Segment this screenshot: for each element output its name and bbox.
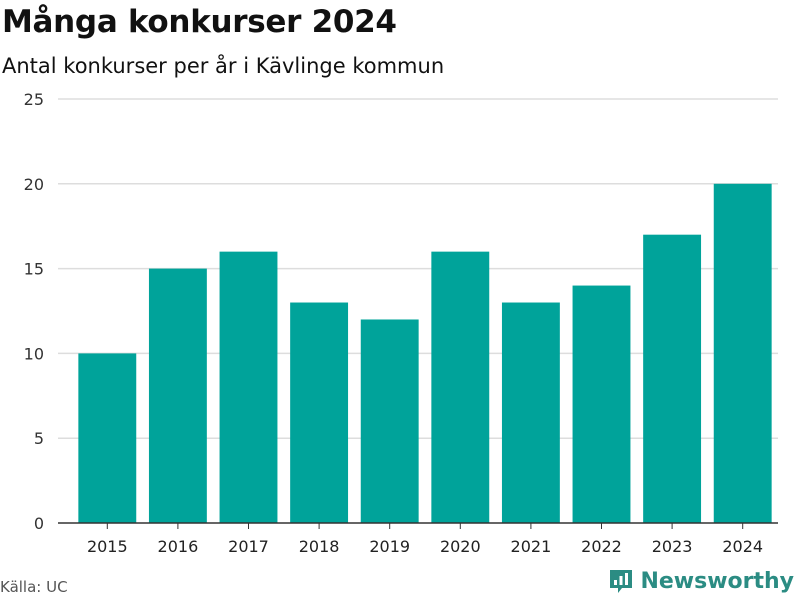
x-tick-label: 2017 (228, 537, 269, 556)
brand-logo: Newsworthy (608, 568, 794, 594)
x-tick-label: 2020 (440, 537, 481, 556)
x-tick-label: 2023 (652, 537, 693, 556)
bar-2015 (78, 353, 137, 523)
y-tick-label: 25 (24, 90, 44, 109)
chart-subtitle: Antal konkurser per år i Kävlinge kommun (2, 54, 445, 78)
bar-2021 (501, 302, 560, 523)
bar-chart-logo-icon (610, 570, 633, 593)
chart-title: Många konkurser 2024 (2, 4, 397, 40)
bar-2024 (713, 183, 772, 524)
bar-2023 (643, 234, 702, 523)
y-tick-label: 0 (34, 514, 44, 533)
source-note: Källa: UC (0, 578, 68, 596)
x-tick-label: 2024 (722, 537, 763, 556)
x-tick-label: 2022 (581, 537, 622, 556)
y-tick-label: 15 (24, 260, 44, 279)
y-tick-label: 20 (24, 175, 44, 194)
bar-2016 (148, 268, 207, 523)
x-tick-label: 2019 (369, 537, 410, 556)
bar-2019 (360, 319, 419, 523)
bars (78, 183, 772, 524)
brand-name: Newsworthy (640, 568, 794, 594)
bar-2018 (290, 302, 349, 523)
x-tick-label: 2016 (158, 537, 199, 556)
x-tick-label: 2015 (87, 537, 128, 556)
y-tick-label: 5 (34, 429, 44, 448)
y-axis-tick-labels: 0 5 10 15 20 25 (24, 90, 44, 533)
bar-2020 (431, 251, 490, 523)
bar-2022 (572, 285, 631, 523)
bar-2017 (219, 251, 278, 523)
x-tick-label: 2021 (511, 537, 552, 556)
x-axis-tick-labels: 2015 2016 2017 2018 2019 2020 2021 2022 2023 2024 (87, 523, 763, 556)
y-tick-label: 10 (24, 344, 44, 363)
x-tick-label: 2018 (299, 537, 340, 556)
